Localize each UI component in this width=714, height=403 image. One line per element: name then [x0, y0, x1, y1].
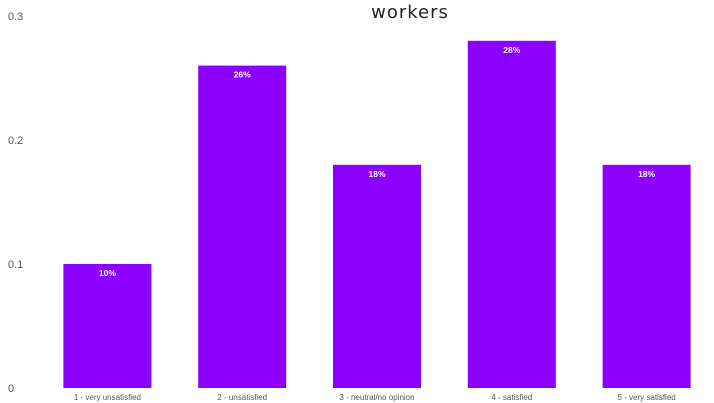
bar-data-label: 18% [368, 169, 385, 179]
x-tick-label: 4 - satisfied [491, 393, 532, 402]
y-tick-label: 0 [8, 383, 14, 395]
x-axis-ticks: 1 - very unsatisfied 2 - unsatisfied 3 - n… [74, 393, 676, 402]
y-tick-label: 0.1 [8, 259, 23, 271]
bar [602, 164, 691, 388]
x-tick-label: 3 - neutral/no opinion [339, 393, 414, 402]
bar [333, 164, 421, 388]
y-tick-label: 0.2 [8, 135, 23, 147]
bar-data-label: 10% [99, 268, 116, 278]
x-tick-label: 2 - unsatisfied [217, 393, 267, 402]
x-tick-label: 1 - very unsatisfied [74, 393, 141, 402]
chart-title: workers [371, 2, 449, 23]
bar [63, 264, 152, 388]
x-tick-label: 5 - very satisfied [617, 393, 675, 402]
bars-group: 10% 26% 18% 28% 18% [63, 40, 691, 389]
bar-data-label: 28% [503, 45, 520, 55]
bar [467, 40, 556, 389]
y-tick-label: 0.3 [8, 11, 23, 23]
bar [198, 65, 287, 388]
bar-data-label: 18% [638, 169, 655, 179]
y-axis-ticks: 0 0.1 0.2 0.3 [8, 11, 23, 395]
bar-data-label: 26% [234, 70, 251, 80]
